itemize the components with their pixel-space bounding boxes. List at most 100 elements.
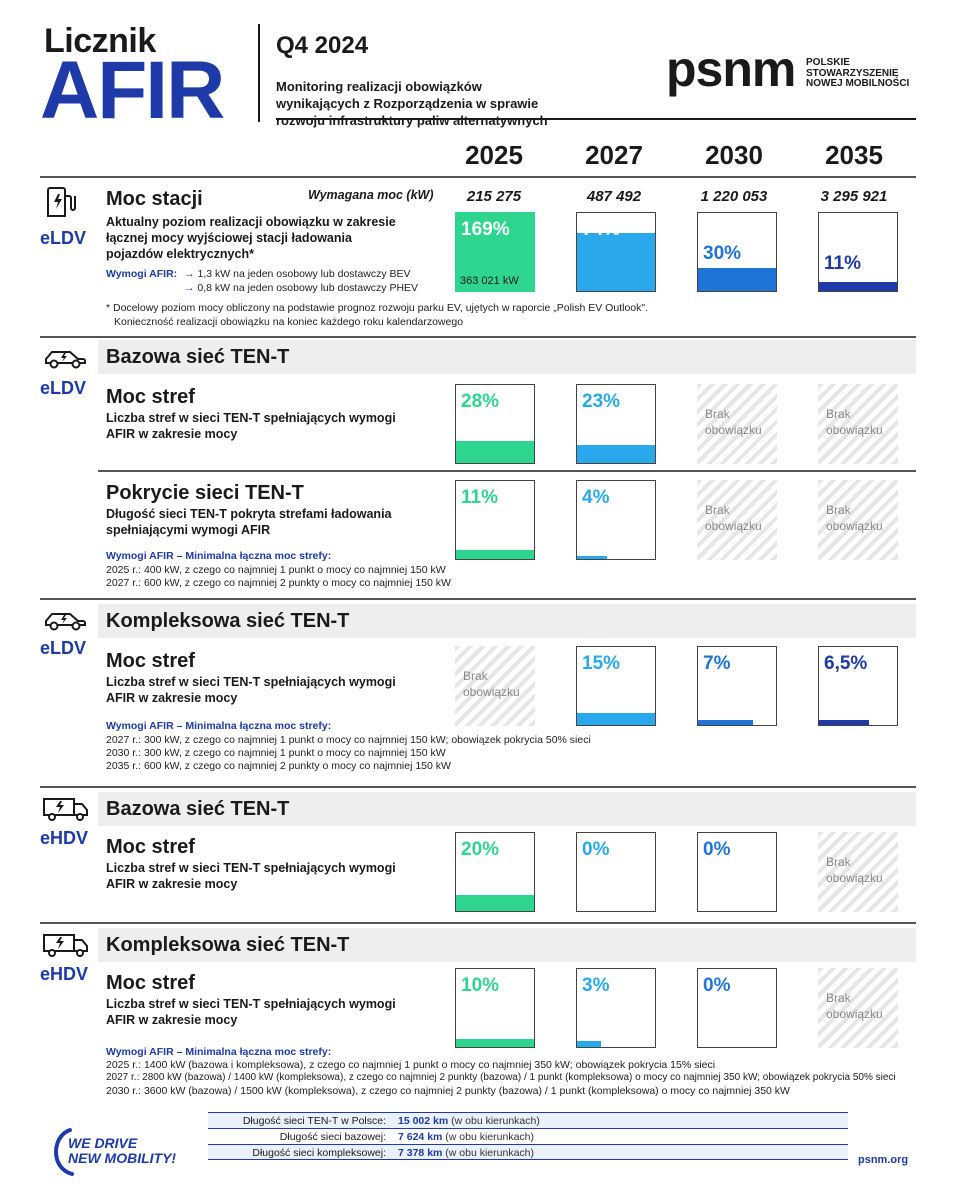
title-line2: AFIR [40,45,225,136]
year-2027: 2027 [585,140,643,170]
progress-fill [456,441,534,463]
progress-box-2025: 28% [455,384,535,464]
progress-box-2030: 0% [697,968,777,1048]
divider [40,176,916,178]
divider [98,470,916,472]
requirement-line: 2030 r.: 300 kW, z czego co najmniej 1 p… [106,747,446,759]
progress-box-2025: 20% [455,832,535,912]
requirements-head: Wymogi AFIR – Minimalna łączna moc stref… [106,550,332,562]
section-description: Liczba stref w sieci TEN-T spełniających… [106,675,396,705]
section-title: Moc stref [106,650,195,672]
divider [40,598,916,600]
progress-fill [577,233,655,291]
progress-fill [819,282,897,291]
section-band: Bazowa sieć TEN-T [98,792,916,826]
no-obligation-box: Brak obowiązku [818,968,898,1048]
progress-box-2030: 30% [697,212,777,292]
mode-label: eLDV [40,228,87,248]
footnote: Konieczność realizacji obowiązku na koni… [114,316,464,328]
progress-box-2030: 7% [697,646,777,726]
requirement-line: 2027 r.: 600 kW, z czego co najmniej 2 p… [106,577,451,589]
requirement-line: 2025 r.: 1400 kW (bazowa i kompleksowa),… [106,1059,716,1071]
required-value-2027: 487 492 [586,188,642,205]
website-link[interactable]: psnm.org [858,1154,909,1166]
section-title: Moc stref [106,836,195,858]
requirement-line: 2035 r.: 600 kW, z czego co najmniej 2 p… [106,760,451,772]
section-description: Liczba stref w sieci TEN-T spełniających… [106,997,396,1027]
progress-box-2035: 6,5% [818,646,898,726]
progress-fill [577,713,655,725]
no-obligation-box: Brak obowiązku [818,384,898,464]
progress-box-2027: 4% [576,480,656,560]
progress-fill [698,719,753,725]
title-line1: Licznik [44,22,156,60]
progress-fill [456,550,534,559]
section-band: Kompleksowa sieć TEN-T [98,928,916,962]
mode-label: eHDV [40,828,89,848]
divider [40,786,916,788]
no-obligation-box: Brak obowiązku [818,480,898,560]
requirement-line: 2030 r.: 3600 kW (bazowa) / 1500 kW (kom… [106,1085,790,1097]
section-description: Liczba stref w sieci TEN-T spełniających… [106,411,396,441]
car-icon [42,608,88,637]
section-description: Aktualny poziom realizacji obowiązku w z… [106,215,396,261]
progress-fill [698,267,776,291]
required-value-2025: 215 275 [466,188,522,205]
progress-box-2027: 3% [576,968,656,1048]
section-band: Bazowa sieć TEN-T [98,340,916,374]
section-description: Długość sieci TEN-T pokryta strefami ład… [106,507,392,537]
logo-caption: POLSKIE STOWARZYSZENIE NOWEJ MOBILNOŚCI [806,57,910,89]
section-title: Moc stref [106,972,195,994]
year-2025: 2025 [465,140,523,170]
progress-box-2030: 0% [697,832,777,912]
header-subtitle: Monitoring realizacji obowiązków wynikaj… [276,79,548,128]
progress-fill [577,555,607,559]
progress-box-2027: 74% [576,212,656,292]
year-2035: 2035 [825,140,883,170]
truck-icon [42,796,90,827]
section-title: Moc stref [106,386,195,408]
progress-box-2027: 15% [576,646,656,726]
section-band: Kompleksowa sieć TEN-T [98,604,916,638]
footnote: * Docelowy poziom mocy obliczony na pods… [106,302,649,314]
progress-box-2025: 169% 363 021 kW [455,212,535,292]
truck-icon [42,932,90,963]
charger-icon [42,184,78,225]
no-obligation-box: Brak obowiązku [818,832,898,912]
requirements-head: Wymogi AFIR – Minimalna łączna moc stref… [106,720,332,732]
table-row: Długość sieci kompleksowej: 7 378 km (w … [208,1144,848,1160]
section-title: Pokrycie sieci TEN-T [106,482,304,504]
progress-box-2027: 23% [576,384,656,464]
section-title: Moc stacji [106,188,203,210]
year-2030: 2030 [705,140,763,170]
requirement-line: 2027 r.: 300 kW, z czego co najmniej 1 p… [106,734,591,746]
slogan: WE DRIVE NEW MOBILITY! [68,1135,177,1166]
no-obligation-box: Brak obowiązku [455,646,535,726]
mode-label: eLDV [40,378,87,398]
quarter-label: Q4 2024 [276,32,369,59]
psnm-logo: psnm [666,41,796,97]
progress-box-2025: 10% [455,968,535,1048]
required-value-2030: 1 220 053 [700,188,768,205]
network-length-table: Długość sieci TEN-T w Polsce: 15 002 km … [208,1112,848,1160]
progress-fill [577,445,655,463]
car-icon [42,346,88,375]
required-power-label: Wymagana moc (kW) [308,188,434,202]
progress-box-2035: 11% [818,212,898,292]
slogan-badge-icon [50,1124,200,1185]
progress-fill [456,1039,534,1047]
table-row: Długość sieci bazowej: 7 624 km (w obu k… [208,1128,848,1144]
progress-box-2025: 11% [455,480,535,560]
divider [40,336,916,338]
progress-box-2027: 0% [576,832,656,912]
header-divider [258,24,260,122]
table-row: Długość sieci TEN-T w Polsce: 15 002 km … [208,1112,848,1128]
requirements-head: Wymogi AFIR: → 1,3 kW na jeden osobowy l… [106,268,411,280]
progress-fill [819,719,869,725]
requirement-line: → 0,8 kW na jeden osobowy lub dostawczy … [184,282,419,294]
section-description: Liczba stref w sieci TEN-T spełniających… [106,861,396,891]
progress-fill [456,895,534,911]
requirement-line: 2027 r.: 2800 kW (bazowa) / 1400 kW (kom… [106,1072,896,1083]
no-obligation-box: Brak obowiązku [697,384,777,464]
progress-fill [577,1040,601,1047]
